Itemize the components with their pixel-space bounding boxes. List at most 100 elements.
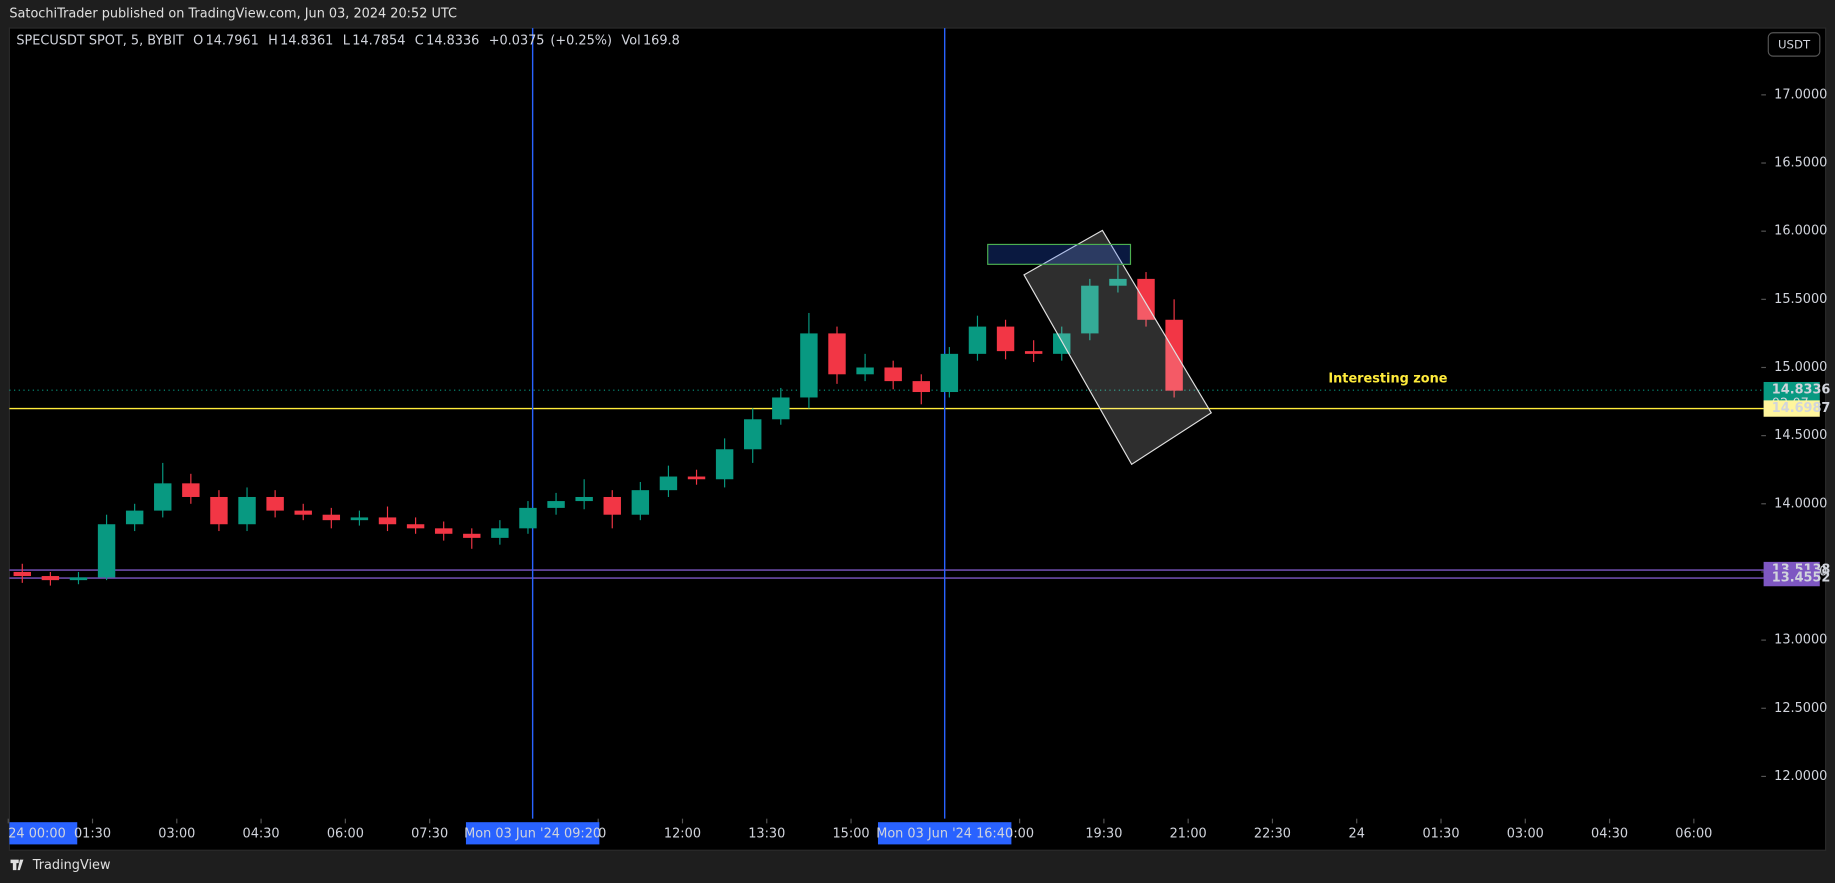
- candle-body: [210, 496, 228, 525]
- x-tick-label: 07:30: [411, 826, 448, 841]
- y-tick-label: 15.0000: [1774, 360, 1827, 375]
- time-marker-label: Mon 03 Jun '24 09:20: [464, 826, 601, 841]
- x-tick-label: 3:00: [1005, 826, 1034, 841]
- candle-body: [828, 333, 846, 375]
- candle-body: [519, 507, 537, 529]
- level-tag: 13.4552: [1772, 571, 1831, 586]
- legend-item: 14.7961: [206, 33, 259, 48]
- candle-body: [1137, 278, 1155, 320]
- legend-item: 14.7854: [352, 33, 405, 48]
- x-tick-label: 06:00: [327, 826, 364, 841]
- candle-body: [603, 496, 621, 515]
- logo-icon: [10, 859, 24, 871]
- candle-body: [434, 528, 453, 534]
- chart-panel: [8, 27, 1827, 851]
- header: SatochiTrader published on TradingView.c…: [9, 7, 457, 22]
- zone-box: [987, 243, 1132, 265]
- currency-label[interactable]: USDT: [1778, 38, 1811, 52]
- legend-item: 169.8: [643, 33, 680, 48]
- candle-body: [575, 496, 593, 502]
- annotation: Interesting zone: [1328, 371, 1447, 386]
- candle-body: [772, 397, 790, 420]
- candle-body: [1081, 285, 1099, 334]
- x-tick-label: 03:00: [1507, 826, 1544, 841]
- candle-body: [547, 501, 565, 508]
- channel-drawing: [1023, 229, 1213, 466]
- candle-body: [884, 367, 902, 382]
- x-tick-label: 15:00: [833, 826, 870, 841]
- candle-body: [687, 476, 706, 480]
- legend-item: C: [415, 33, 424, 48]
- candle-body: [322, 514, 341, 521]
- level-tag-box: [1763, 569, 1820, 587]
- x-tick-label: 24 00:00: [8, 826, 66, 841]
- legend-item: L: [343, 33, 351, 48]
- x-tick-label: 04:30: [1591, 826, 1628, 841]
- x-tick-label: 22:30: [1254, 826, 1291, 841]
- candle-body: [631, 490, 650, 515]
- candle-body: [378, 517, 397, 525]
- y-tick-label: 12.5000: [1774, 701, 1827, 716]
- candle-body: [13, 571, 31, 577]
- legend-item: 14.8336: [426, 33, 479, 48]
- candle-body: [350, 517, 369, 521]
- y-tick-label: 13.0000: [1774, 633, 1827, 648]
- legend-item: +0.0375: [489, 33, 545, 48]
- candle-body: [1024, 351, 1043, 354]
- x-tick-label: 06:00: [1675, 826, 1712, 841]
- y-tick-label: 17.0000: [1774, 87, 1827, 102]
- candle-body: [41, 576, 60, 581]
- x-tick-label: 19:30: [1085, 826, 1122, 841]
- x-tick-highlight: [9, 822, 78, 845]
- legend-item: (+0.25%): [550, 33, 612, 48]
- candle-body: [659, 476, 678, 491]
- candle-body: [406, 524, 425, 529]
- legend-item: O: [193, 33, 203, 48]
- candle-body: [125, 510, 144, 525]
- candle-body: [238, 496, 256, 525]
- candle-body: [154, 483, 172, 511]
- plot: [7, 28, 1766, 824]
- candle-body: [856, 367, 874, 375]
- candle-body: [69, 577, 88, 581]
- level-tag-box: [1763, 400, 1820, 417]
- time-marker-label: Mon 03 Jun '24 16:40: [876, 826, 1013, 841]
- legend: SPECUSDT SPOT, 5, BYBIT O 14.7961 H 14.8361 L…: [16, 33, 679, 48]
- x-tick-label: 21:00: [1170, 826, 1207, 841]
- footer: TradingView: [32, 858, 111, 873]
- time-marker-box: [877, 822, 1012, 845]
- legend-item: Vol: [621, 33, 640, 48]
- x-tick-label: 13:30: [748, 826, 785, 841]
- candle-body: [800, 333, 818, 398]
- x-tick-label: 03:00: [158, 826, 195, 841]
- candle-body: [715, 449, 734, 480]
- legend-item: H: [268, 33, 278, 48]
- candle-body: [744, 419, 762, 450]
- candle-body: [266, 496, 284, 511]
- x-tick-label: 24: [1349, 826, 1365, 841]
- y-tick-label: 16.0000: [1774, 224, 1827, 239]
- y-tick-label: 14.0000: [1774, 496, 1827, 511]
- candle-body: [182, 483, 200, 497]
- x-tick-label: 12:00: [664, 826, 701, 841]
- candle-body: [491, 528, 509, 538]
- y-tick-label: 14.5000: [1774, 428, 1827, 443]
- candle-body: [294, 510, 312, 515]
- y-tick-label: 12.0000: [1774, 769, 1827, 784]
- x-tick-label: 04:30: [243, 826, 280, 841]
- candle-body: [940, 353, 959, 393]
- legend-item: 14.8361: [280, 33, 333, 48]
- candle-body: [968, 326, 987, 354]
- y-tick-label: 16.5000: [1774, 156, 1827, 171]
- candle-body: [912, 381, 930, 393]
- currency-button[interactable]: [1767, 32, 1821, 57]
- candle-body: [463, 533, 481, 538]
- candle-body: [1165, 319, 1183, 391]
- level-tag: 14.6987: [1772, 401, 1831, 416]
- candle-body: [97, 524, 116, 578]
- time-marker-box: [465, 822, 600, 845]
- candle-body: [996, 326, 1015, 352]
- legend-item: SPECUSDT SPOT, 5, BYBIT: [16, 33, 184, 48]
